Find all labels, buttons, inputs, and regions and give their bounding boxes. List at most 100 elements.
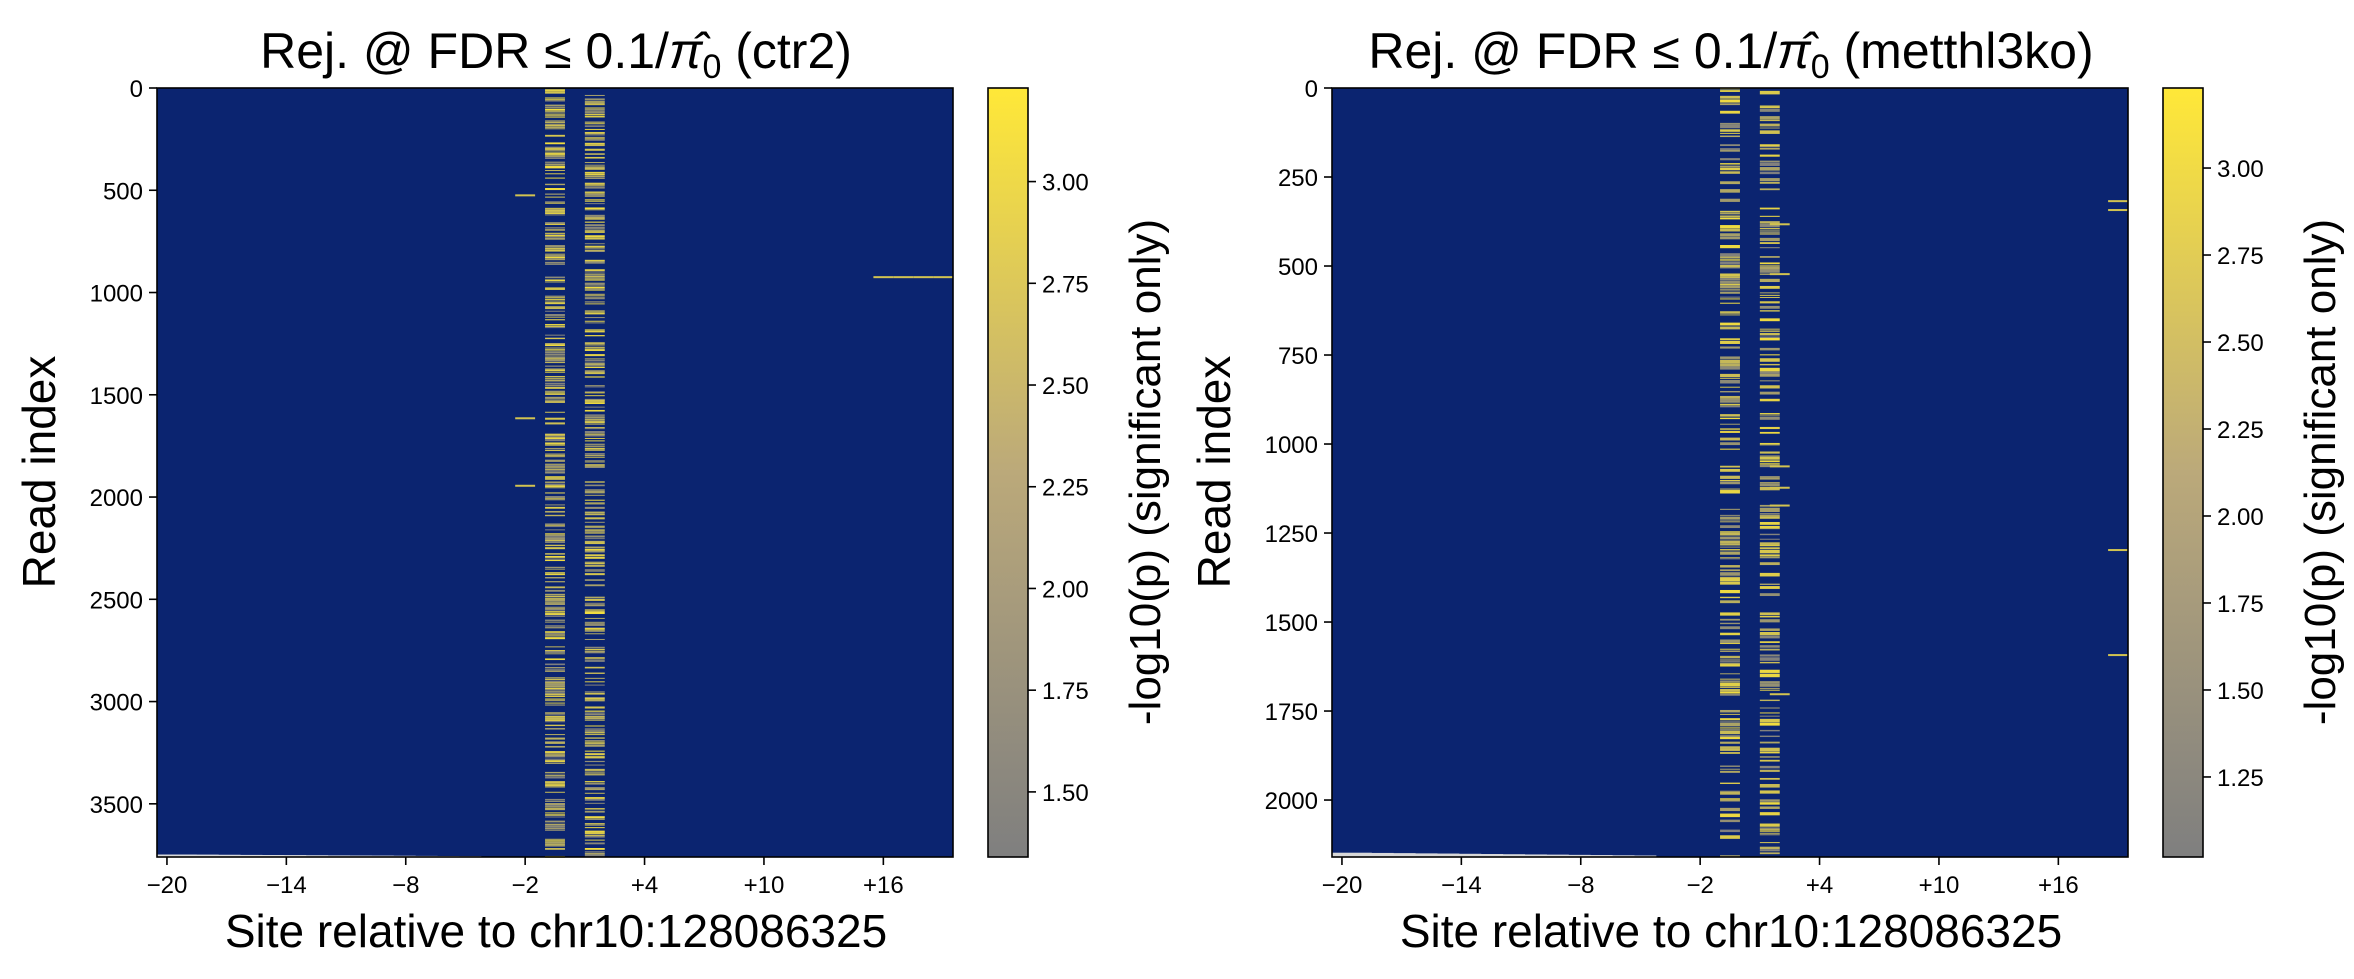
heatmap-cell [545, 362, 565, 364]
heatmap-cell [584, 237, 605, 240]
heatmap-cell [1720, 276, 1740, 279]
heatmap-cell [545, 734, 565, 736]
heatmap-cell [1720, 596, 1740, 599]
heatmap-cell [545, 256, 565, 259]
heatmap-cell [545, 700, 565, 702]
heatmap-cell [545, 599, 565, 602]
heatmap-cell [1720, 798, 1740, 800]
heatmap-cell [584, 660, 605, 662]
heatmap-cell [1720, 722, 1740, 727]
heatmap-cell [545, 537, 565, 540]
heatmap-cell [545, 670, 565, 672]
heatmap-cell [545, 177, 565, 179]
y-tick-label: 750 [1278, 343, 1318, 370]
heatmap-cell [584, 177, 605, 180]
heatmap-cell [584, 532, 605, 534]
heatmap-cell [584, 622, 605, 624]
heatmap-cell [584, 730, 605, 732]
heatmap-cell [1720, 771, 1740, 773]
heatmap-cell [1759, 784, 1780, 788]
heatmap-cell [545, 456, 565, 458]
heatmap-cell [1759, 398, 1780, 402]
heatmap-cell [1759, 354, 1780, 356]
heatmap-cell [545, 812, 565, 814]
heatmap-cell [545, 566, 565, 569]
heatmap-cell [545, 460, 565, 462]
heatmap-cell [1720, 682, 1740, 687]
heatmap-cell [584, 113, 605, 115]
heatmap-cell [545, 211, 565, 213]
heatmap-cell [545, 525, 565, 527]
heatmap-cell [1720, 110, 1740, 114]
heatmap-cell [545, 650, 565, 652]
heatmap-area [156, 87, 954, 858]
heatmap-cell [1720, 746, 1740, 749]
heatmap-cell [1759, 689, 1780, 691]
heatmap-cell [1720, 737, 1740, 740]
heatmap-cell [1720, 807, 1740, 812]
isolated-hit [1769, 273, 1790, 276]
heatmap-cell [584, 195, 605, 197]
heatmap-cell [584, 562, 605, 565]
heatmap-cell [584, 491, 605, 494]
heatmap-cell [584, 651, 605, 654]
heatmap-cell [545, 463, 565, 465]
heatmap-cell [584, 781, 605, 783]
heatmap-cell [1759, 178, 1780, 182]
heatmap-cell [1720, 662, 1740, 665]
heatmap-cell [584, 773, 605, 775]
heatmap-cell [1759, 747, 1780, 752]
heatmap-cell [545, 434, 565, 436]
x-tick-label: +16 [863, 872, 904, 899]
heatmap-cell [584, 706, 605, 709]
y-tick-label: 3000 [90, 690, 143, 717]
heatmap-cell [1759, 247, 1780, 249]
heatmap-cell [1720, 799, 1740, 802]
heatmap-cell [584, 681, 605, 683]
heatmap-cell [1759, 442, 1780, 445]
heatmap-cell [584, 261, 605, 264]
heatmap-cell [545, 496, 565, 499]
heatmap-cell [584, 116, 605, 118]
isolated-hit [2108, 549, 2128, 552]
heatmap-cell [584, 134, 605, 136]
heatmap-cell [584, 101, 605, 103]
heatmap-cell [584, 283, 605, 286]
heatmap-cell [545, 310, 565, 312]
y-tick-label: 1500 [1265, 610, 1318, 637]
heatmap-cell [545, 685, 565, 688]
heatmap-cell [545, 608, 565, 611]
heatmap-cell [584, 288, 605, 290]
heatmap-cell [545, 485, 565, 488]
heatmap-cell [584, 124, 605, 126]
heatmap-cell [1720, 338, 1740, 341]
heatmap-cell [545, 777, 565, 779]
heatmap-cell [545, 454, 565, 456]
heatmap-cell [584, 365, 605, 367]
heatmap-cell [584, 604, 605, 607]
heatmap-cell [1759, 729, 1780, 732]
heatmap-cell [584, 416, 605, 419]
heatmap-cell [1759, 233, 1780, 235]
heatmap-cell [545, 417, 565, 420]
heatmap-cell [584, 628, 605, 630]
heatmap-cell [584, 658, 605, 660]
heatmap-cell [545, 392, 565, 394]
heatmap-cell [584, 851, 605, 853]
heatmap-cell [1720, 363, 1740, 367]
heatmap-cell [545, 365, 565, 367]
heatmap-cell [1759, 832, 1780, 834]
heatmap-cell [584, 322, 605, 324]
heatmap-cell [1759, 687, 1780, 689]
heatmap-cell [545, 606, 565, 608]
heatmap-cell [584, 144, 605, 147]
heatmap-cell [545, 127, 565, 129]
heatmap-cell [1720, 264, 1740, 268]
heatmap-cell [1759, 842, 1780, 844]
heatmap-cell [584, 782, 605, 785]
heatmap-cell [1759, 476, 1780, 478]
isolated-hit [1769, 486, 1790, 489]
heatmap-cell [1720, 314, 1740, 316]
heatmap-cell [584, 289, 605, 291]
heatmap-cell [584, 774, 605, 776]
